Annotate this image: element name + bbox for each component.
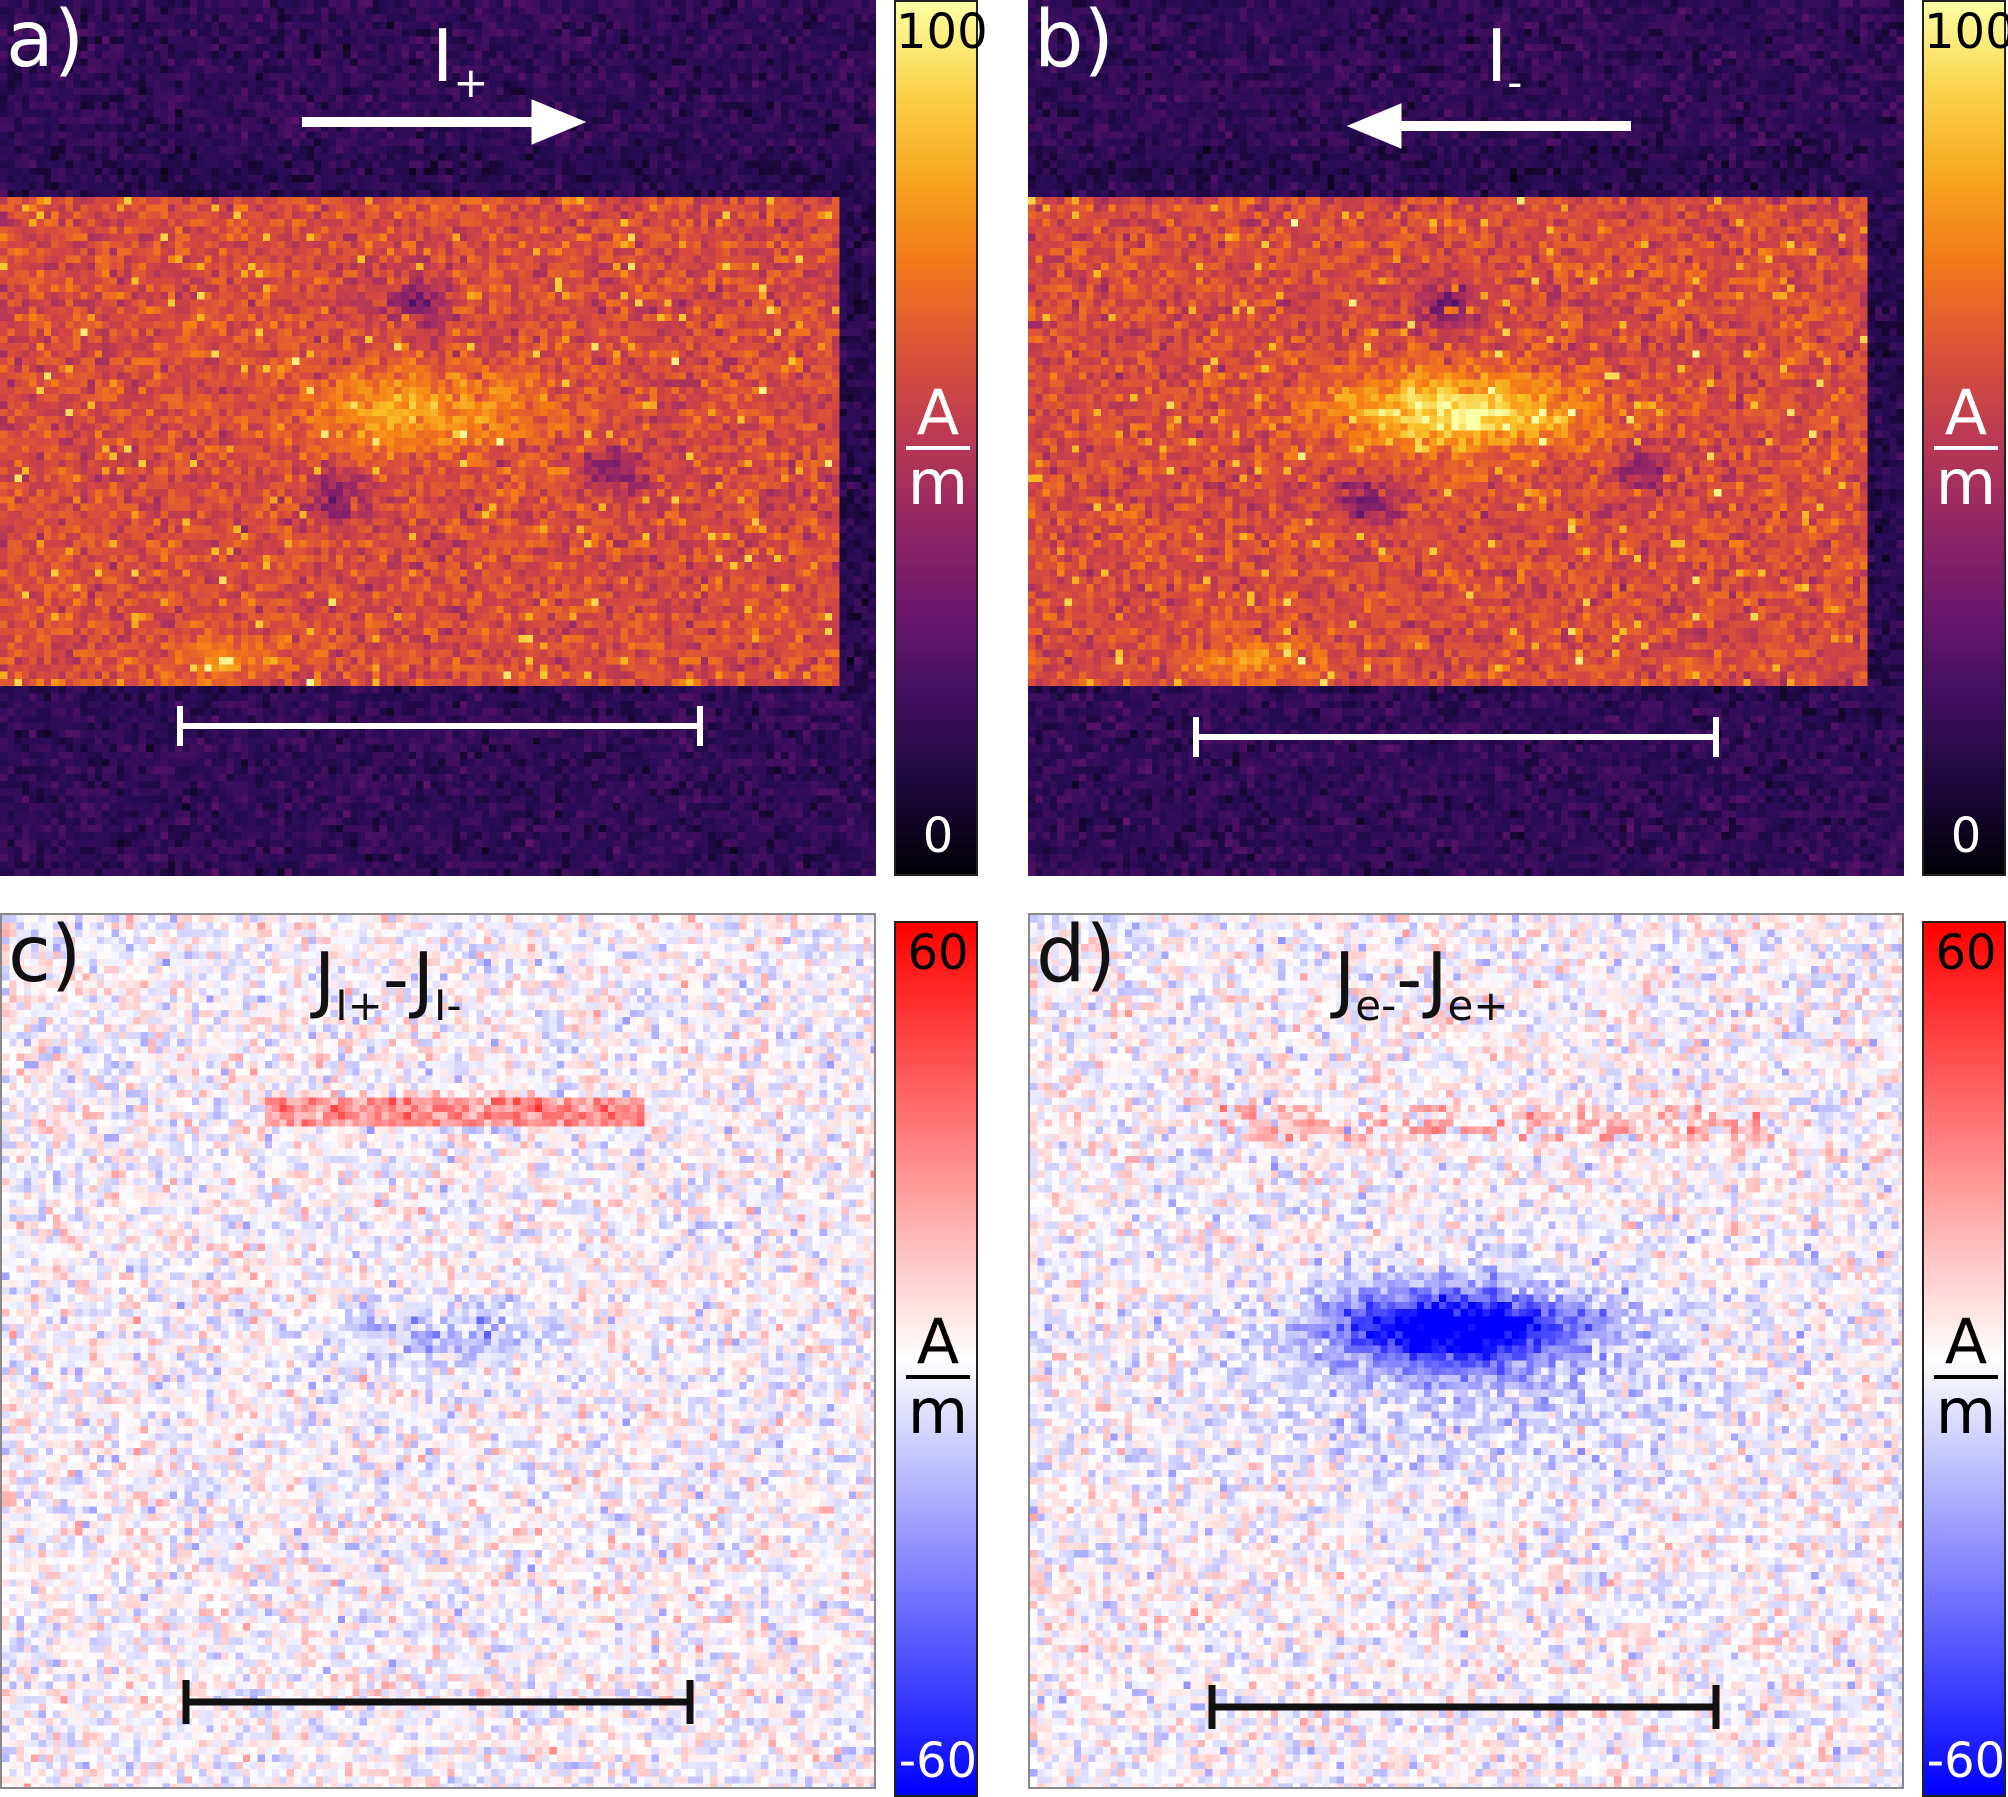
panel-a-overlay (177, 99, 703, 746)
current-arrow-right (302, 99, 587, 145)
colorbar-min-label: -60 (1926, 1733, 2006, 1789)
scale-bar (177, 706, 703, 746)
heatmap-image (1030, 915, 1902, 1787)
panel-b-overlay (1193, 103, 1719, 757)
heatmap-image (2, 915, 874, 1787)
panel-c-overlay (182, 1680, 694, 1724)
current-symbol: I (1486, 14, 1508, 98)
current-sign: - (1507, 58, 1523, 107)
heatmap-image (0, 0, 876, 876)
panel-d-overlay (1208, 1685, 1720, 1729)
difference-label: Je--Je+ (1334, 937, 1509, 1030)
panel-letter: d) (1036, 913, 1116, 1000)
panel-letter: b) (1034, 0, 1114, 85)
heatmap-image (1028, 0, 1904, 876)
colorbar-max-label: 60 (907, 925, 969, 981)
colorbar-min-label: 0 (1950, 808, 1982, 864)
colorbar-max-label: 100 (896, 4, 988, 60)
panel-d-difference-map: d) Je--Je+ (1028, 913, 1904, 1789)
scale-bar (1208, 1685, 1720, 1729)
current-symbol: I (432, 14, 454, 98)
panel-letter: c) (8, 913, 82, 1000)
current-label: I+ (432, 16, 488, 123)
difference-label: JI+-JI- (314, 937, 462, 1030)
panel-letter: a) (6, 0, 85, 85)
scale-bar (1193, 717, 1719, 757)
colorbar-min-label: 0 (922, 808, 954, 864)
colorbar-max-label: 60 (1935, 925, 1997, 981)
current-sign: + (453, 58, 489, 107)
panel-a-current-density-map: a) I+ (0, 0, 876, 876)
colorbar-min-label: -60 (898, 1733, 978, 1789)
current-arrow-left (1346, 103, 1631, 149)
panel-b-current-density-map: b) I- (1028, 0, 1904, 876)
colorbar-max-label: 100 (1924, 4, 2008, 60)
panel-c-difference-map: c) JI+-JI- (0, 913, 876, 1789)
current-label: I- (1486, 16, 1522, 123)
scale-bar (182, 1680, 694, 1724)
